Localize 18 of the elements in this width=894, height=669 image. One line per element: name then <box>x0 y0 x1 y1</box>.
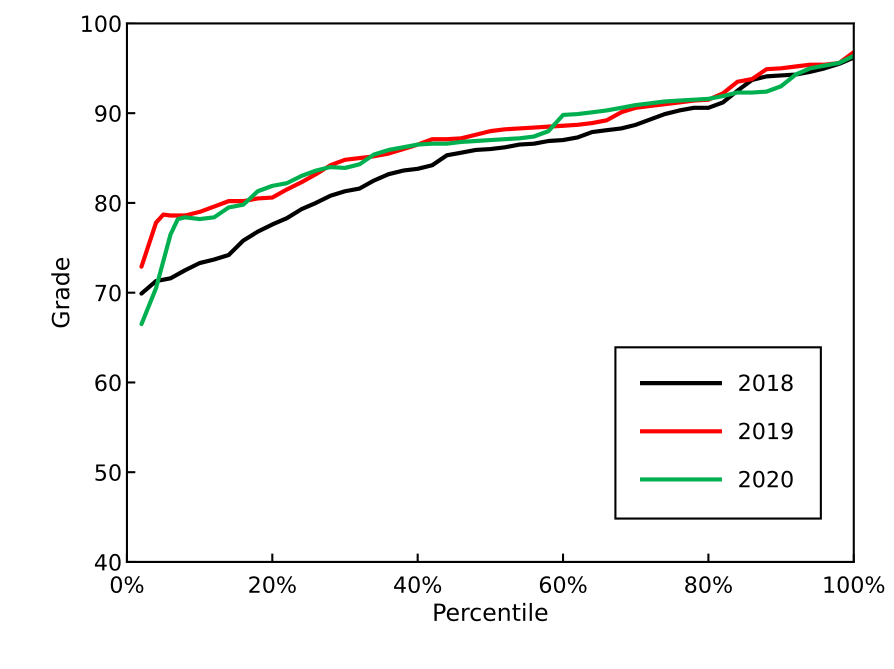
y-tick-label: 70 <box>96 284 121 302</box>
y-tick-label: 60 <box>95 374 121 392</box>
x-axis-title: Percentile <box>434 602 548 622</box>
y-tick-label: 50 <box>96 464 121 481</box>
x-tick-label: 40% <box>394 576 442 594</box>
y-axis-title: Grade <box>51 258 70 328</box>
y-tick-label: 80 <box>95 194 121 212</box>
x-tick-label: 80% <box>685 576 732 594</box>
x-tick-label: 20% <box>249 576 296 594</box>
y-tick-label: 100 <box>82 15 121 32</box>
y-tick-label: 90 <box>95 105 121 122</box>
y-tick-label: 40 <box>94 554 121 571</box>
legend-label: 2018 <box>739 374 793 392</box>
x-tick-label: 60% <box>540 576 587 594</box>
x-tick-label: 100% <box>824 576 884 594</box>
legend-label: 2019 <box>739 422 793 440</box>
x-tick-label: 0% <box>110 576 144 594</box>
legend-label: 2020 <box>739 470 793 488</box>
